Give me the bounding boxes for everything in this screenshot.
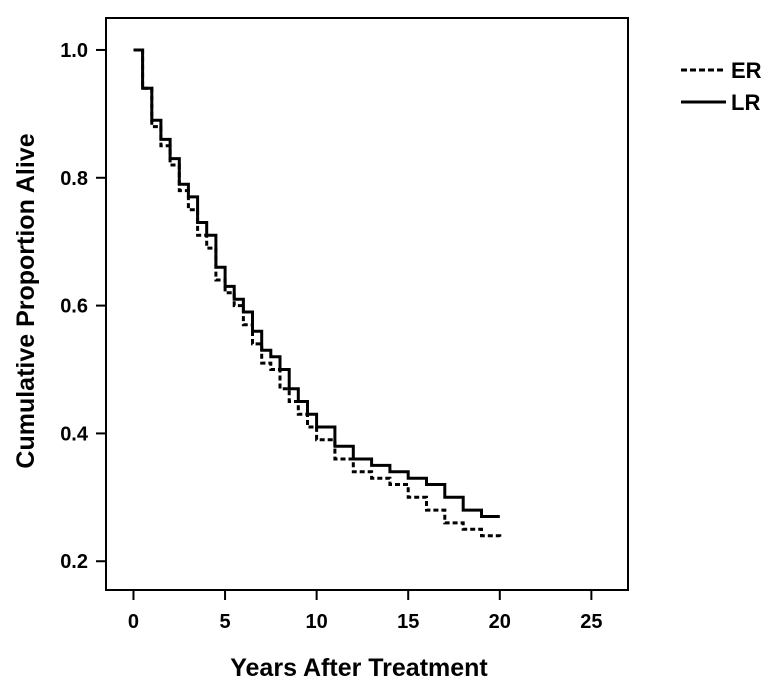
- y-tick-label: 1.0: [60, 40, 88, 62]
- x-axis-title: Years After Treatment: [230, 654, 488, 682]
- plot-frame: [105, 17, 629, 591]
- x-tick-label: 25: [580, 611, 602, 633]
- y-tick-label: 0.6: [60, 296, 88, 318]
- legend-label-lr: LR: [731, 90, 760, 115]
- series-line-er: [133, 48, 502, 539]
- y-tick-label: 0.2: [60, 551, 88, 573]
- x-axis: 0 5 10 15 20 25: [128, 590, 602, 633]
- x-tick-label: 20: [489, 611, 511, 633]
- y-tick-label: 0.8: [60, 168, 88, 190]
- legend-label-er: ER: [731, 58, 762, 83]
- series-line-lr: [133, 48, 500, 518]
- x-tick-label: 0: [128, 611, 139, 633]
- y-tick-label: 0.4: [60, 423, 89, 445]
- series-layer: [133, 48, 502, 539]
- y-axis: 0.2 0.4 0.6 0.8 1.0: [60, 40, 106, 573]
- x-tick-label: 15: [397, 611, 419, 633]
- y-axis-title: Cumulative Proportion Alive: [12, 133, 40, 468]
- legend: ER LR: [681, 58, 762, 115]
- x-tick-label: 10: [306, 611, 328, 633]
- x-tick-label: 5: [219, 611, 230, 633]
